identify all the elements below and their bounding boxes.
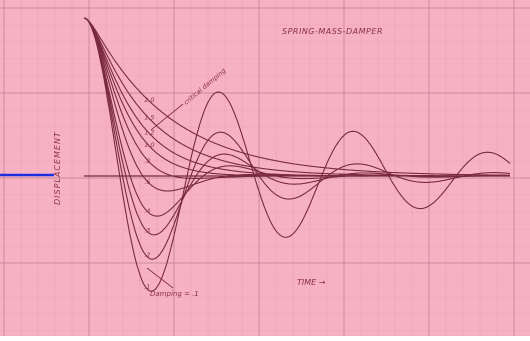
damping-value-label: .3 xyxy=(144,227,150,235)
response-curve-9 xyxy=(83,17,511,292)
response-curve-7 xyxy=(83,17,510,236)
response-curve-8 xyxy=(83,17,511,260)
damping-value-label: 1.2 xyxy=(144,128,154,136)
x-axis-label: TIME → xyxy=(297,278,326,287)
response-curves xyxy=(83,17,511,292)
response-curve-6 xyxy=(83,17,510,217)
damping-value-label: 1.5 xyxy=(144,114,154,122)
damping-value-label: .2 xyxy=(144,251,150,259)
damping-low-label: Damping = .1 xyxy=(150,290,199,298)
damping-value-label: .8 xyxy=(144,157,150,165)
damping-labels: 2.0 1.5 1.2 1.0 .8 .6 .4 .3 .2 .1 xyxy=(144,96,154,291)
damping-value-label: 2.0 xyxy=(144,96,154,104)
y-axis-label: DISPLACEMENT xyxy=(53,131,62,205)
damping-value-label: .6 xyxy=(144,178,150,186)
response-curve-0 xyxy=(83,17,510,176)
damping-value-label: .1 xyxy=(144,283,150,291)
chart-title: SPRING-MASS-DAMPER xyxy=(282,27,383,36)
critical-damping-pointer xyxy=(150,103,184,131)
damping-value-label: 1.0 xyxy=(144,141,154,149)
damping-value-label: .4 xyxy=(144,207,150,215)
damping-low-pointer xyxy=(146,267,174,289)
